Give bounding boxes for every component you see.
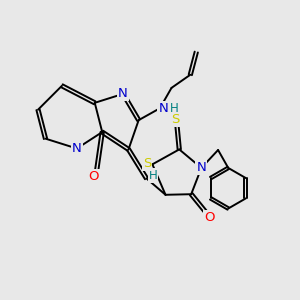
Text: H: H [170, 102, 179, 115]
Text: H: H [148, 169, 158, 182]
Text: O: O [204, 211, 214, 224]
Text: S: S [143, 157, 151, 169]
Text: O: O [88, 170, 98, 183]
Text: N: N [158, 102, 168, 115]
Text: N: N [72, 142, 82, 155]
Text: N: N [196, 161, 206, 174]
Text: S: S [172, 113, 180, 126]
Text: N: N [118, 87, 128, 101]
